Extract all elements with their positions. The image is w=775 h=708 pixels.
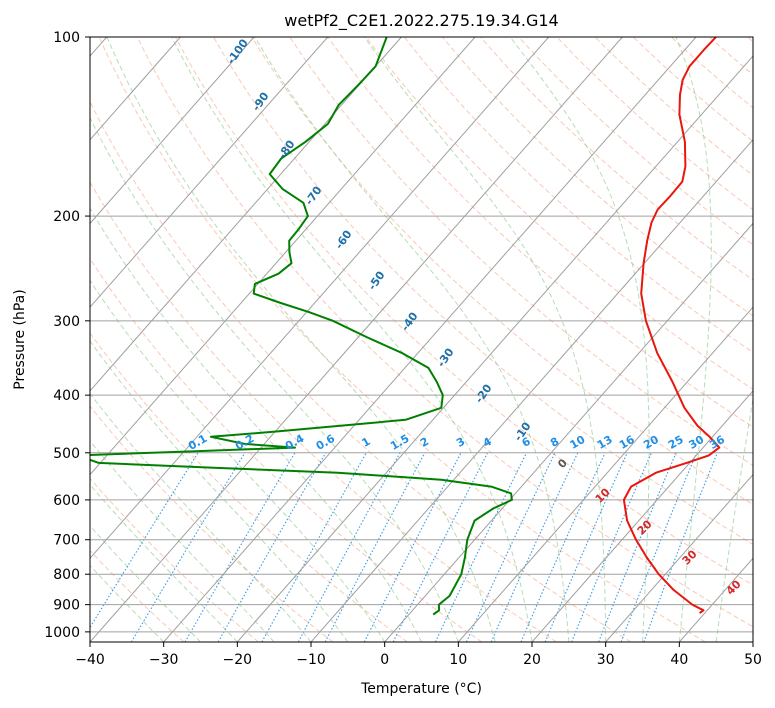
dry-adiabat-line (175, 37, 753, 586)
mixing-ratio-line (261, 452, 367, 642)
plot-area: -100-90-80-70-60-50-40-30-20-100.1 0.2 0.4… (90, 37, 753, 642)
mixing-ratio-line (490, 452, 579, 642)
dry-adiabat-line (90, 405, 334, 642)
mixing-ratio-line (544, 452, 628, 642)
isotherm-line (90, 37, 623, 642)
isotherm-line (163, 37, 697, 642)
moist-adiabat-line (363, 37, 607, 642)
dry-adiabat-line (90, 181, 557, 642)
moist-adiabat-line (90, 483, 238, 642)
isotherm-line (457, 306, 753, 642)
mixing-ratio-line (620, 452, 698, 642)
dry-adiabat-line (90, 257, 483, 642)
moist-adiabat-line (675, 37, 712, 642)
x-tick-label: 10 (449, 652, 467, 668)
mixing-ratio-line (643, 452, 718, 642)
moist-adiabat-line (715, 395, 753, 642)
mixing-ratio-line (184, 452, 296, 642)
y-tick-label: 700 (53, 533, 80, 549)
mixing-ratio-line (520, 452, 606, 642)
moist-adiabat-line (254, 37, 570, 642)
moist-adiabat-line (90, 116, 459, 642)
y-tick-label: 100 (53, 30, 80, 46)
moist-adiabat-line (90, 207, 422, 642)
mixing-ratio-line (324, 452, 426, 642)
dry-adiabat-line (98, 37, 706, 642)
isotherm-line (236, 55, 753, 642)
isotherm-line (531, 390, 753, 642)
y-axis: 100 200 300 400 500 600 700 800 900 1000 (44, 30, 90, 641)
mixing-ratio-line (571, 452, 652, 642)
moist-adiabats (90, 37, 753, 642)
y-tick-label: 300 (53, 314, 80, 330)
dry-adiabat-line (327, 37, 753, 428)
isotherm-line (384, 222, 753, 642)
dry-adiabat-line (365, 37, 753, 390)
moist-adiabat-line (509, 37, 650, 642)
plot-frame (89, 36, 754, 643)
x-tick-label: −10 (296, 652, 326, 668)
isotherm-line (605, 473, 753, 642)
x-tick-label: 50 (744, 652, 762, 668)
dewpoint-profile (90, 37, 513, 616)
mixing-ratio-line (598, 452, 677, 642)
y-tick-label: 500 (53, 446, 80, 462)
y-tick-label: 800 (53, 567, 80, 583)
x-tick-label: 0 (380, 652, 389, 668)
moist-adiabat-line (90, 279, 386, 642)
x-tick-label: −20 (223, 652, 253, 668)
dry-adiabat-line (442, 37, 753, 317)
y-tick-label: 900 (53, 598, 80, 614)
dry-adiabats (90, 37, 753, 642)
chart-title: wetPf2_C2E1.2022.275.19.34.G14 (284, 11, 558, 31)
x-tick-label: −30 (149, 652, 179, 668)
x-tick-label: 30 (597, 652, 615, 668)
mixing-ratio-line (465, 452, 556, 642)
dry-adiabat-line (594, 37, 753, 177)
mixing-ratio-line (297, 452, 401, 642)
dry-adiabat-line (251, 37, 753, 506)
moist-adiabat-line (106, 37, 496, 642)
moist-adiabat-line (90, 440, 275, 642)
y-tick-label: 400 (53, 388, 80, 404)
moist-adiabat-line (90, 525, 201, 642)
mixing-ratio-line (90, 452, 199, 629)
dry-adiabat-line (556, 37, 753, 211)
y-tick-label: 1000 (44, 625, 80, 641)
x-tick-label: 40 (670, 652, 688, 668)
isotherm-line (90, 37, 329, 308)
mixing-ratio-lines (90, 452, 718, 642)
y-axis-label: Pressure (hPa) (12, 289, 28, 389)
temperature-profile (622, 37, 721, 614)
moist-adiabat-line (90, 392, 312, 642)
dry-adiabat-line (90, 332, 408, 642)
isobars (90, 37, 753, 633)
x-tick-label: 20 (523, 652, 541, 668)
isotherms (90, 37, 753, 642)
isotherm-line (90, 37, 402, 392)
mixing-ratio-line (392, 452, 489, 642)
isotherm-line (310, 138, 753, 642)
y-tick-label: 600 (53, 493, 80, 509)
mixing-ratio-line (434, 452, 527, 642)
dry-adiabat-line (136, 37, 753, 628)
x-tick-label: −40 (75, 652, 105, 668)
isotherm-line (90, 37, 550, 560)
sounding-profiles (90, 37, 721, 616)
dry-adiabat-line (90, 100, 632, 642)
isotherm-line (90, 37, 255, 225)
y-tick-label: 200 (53, 209, 80, 225)
isotherm-line (90, 37, 181, 141)
dry-adiabat-line (632, 37, 753, 143)
dry-adiabat-line (289, 37, 753, 466)
x-axis: −40 −30 −20 −10 0 10 20 30 40 50 (75, 642, 762, 668)
isotherm-line (90, 37, 476, 476)
x-axis-label: Temperature (°C) (360, 681, 482, 697)
moist-adiabat-line (90, 564, 165, 642)
dry-adiabat-line (403, 37, 753, 353)
dry-adiabat-line (213, 37, 753, 545)
mixing-ratio-line (217, 452, 327, 642)
dry-adiabat-line (518, 37, 753, 246)
